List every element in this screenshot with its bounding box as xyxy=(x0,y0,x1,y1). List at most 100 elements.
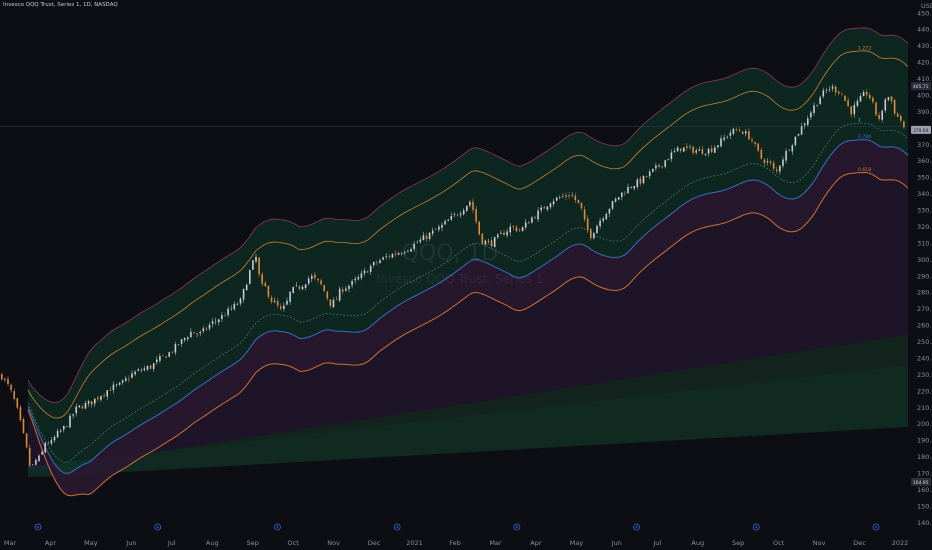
candle-body xyxy=(410,249,412,252)
candle-body xyxy=(311,275,313,279)
band-line-1.272 xyxy=(27,50,909,419)
candle-body xyxy=(190,331,192,338)
candle-body xyxy=(841,94,843,96)
y-tick-label: 370.00 xyxy=(917,141,932,149)
band-label: 0.618 xyxy=(858,167,871,173)
candle-body xyxy=(890,96,893,102)
candle-body xyxy=(648,171,651,177)
candle-body xyxy=(738,130,741,131)
y-tick-label: 390.00 xyxy=(917,108,932,116)
candle-body xyxy=(534,217,536,219)
candle-body xyxy=(810,112,812,118)
event-marker-dot xyxy=(635,526,638,528)
candle-body xyxy=(763,159,766,164)
candle-body xyxy=(782,159,784,166)
y-tick-label: 290.00 xyxy=(917,272,932,280)
price-label: 379.04 xyxy=(913,128,929,134)
candle-body xyxy=(152,363,155,369)
candle-body xyxy=(56,431,59,438)
y-tick-label: 190.00 xyxy=(917,437,932,445)
candle-body xyxy=(357,277,360,280)
x-tick-label: May xyxy=(84,539,98,547)
candle-body xyxy=(369,266,372,272)
candle-body xyxy=(683,147,685,152)
candle-body xyxy=(614,198,617,202)
candle-body xyxy=(25,433,28,448)
candle-body xyxy=(366,271,369,273)
candle-body xyxy=(531,217,533,223)
y-axis-background xyxy=(909,0,932,550)
candle-body xyxy=(273,300,276,303)
candle-body xyxy=(834,86,837,93)
candle-body xyxy=(865,91,868,96)
price-label-bg xyxy=(911,82,931,91)
candle-body xyxy=(143,368,146,371)
candle-body xyxy=(307,278,310,284)
candle-body xyxy=(115,384,118,386)
candle-body xyxy=(298,286,301,289)
candle-body xyxy=(183,338,186,341)
candle-body xyxy=(537,210,539,220)
candle-body xyxy=(314,274,316,278)
y-tick-label: 420.00 xyxy=(917,59,932,67)
candle-body xyxy=(633,186,635,189)
candle-body xyxy=(478,221,480,235)
candle-body xyxy=(103,395,105,396)
candle-body xyxy=(326,291,329,299)
candle-body xyxy=(94,398,96,404)
candle-body xyxy=(776,169,778,172)
candle-body xyxy=(636,179,639,188)
candle-body xyxy=(90,401,93,405)
candle-body xyxy=(44,443,46,453)
candle-body xyxy=(630,187,632,189)
candle-body xyxy=(565,195,567,197)
candle-body xyxy=(391,253,394,258)
candle-body xyxy=(112,384,115,390)
x-axis-background xyxy=(0,536,932,550)
candle-body xyxy=(360,273,363,278)
candle-body xyxy=(605,213,608,220)
candle-body xyxy=(22,418,25,434)
candle-body xyxy=(500,232,502,234)
candle-body xyxy=(382,257,384,260)
candle-body xyxy=(19,407,22,420)
candle-body xyxy=(180,339,183,344)
candle-body xyxy=(642,175,645,184)
candle-body xyxy=(475,208,477,222)
candle-body xyxy=(69,415,71,428)
y-tick-label: 430.00 xyxy=(917,42,932,50)
candle-body xyxy=(574,195,577,201)
candle-body xyxy=(627,187,629,194)
candle-body xyxy=(87,401,90,404)
candle-body xyxy=(803,123,806,126)
x-tick-label: Jun xyxy=(125,539,136,547)
candle-body xyxy=(695,150,697,153)
candle-body xyxy=(97,397,99,400)
candle-body xyxy=(459,213,462,216)
price-label: 405.71 xyxy=(913,84,929,90)
candle-body xyxy=(233,303,236,310)
candle-body xyxy=(125,378,127,381)
candle-body xyxy=(4,378,6,380)
candle-body xyxy=(32,464,34,465)
y-tick-label: 150.00 xyxy=(917,502,932,510)
candle-body xyxy=(28,447,31,466)
candle-body xyxy=(686,146,688,148)
x-tick-label: Dec xyxy=(853,539,866,547)
candle-body xyxy=(611,201,614,209)
candle-body xyxy=(571,195,573,197)
candle-body xyxy=(221,315,223,320)
candle-body xyxy=(301,286,304,290)
candle-body xyxy=(462,210,465,215)
candle-body xyxy=(338,288,341,301)
candle-body xyxy=(853,105,856,115)
candle-body xyxy=(270,297,273,302)
candle-body xyxy=(555,197,558,201)
candle-body xyxy=(658,164,660,167)
candle-body xyxy=(224,315,226,317)
candle-body xyxy=(540,207,542,211)
x-tick-label: Oct xyxy=(288,539,300,547)
candle-body xyxy=(692,147,694,153)
y-tick-label: 210.00 xyxy=(917,404,932,412)
